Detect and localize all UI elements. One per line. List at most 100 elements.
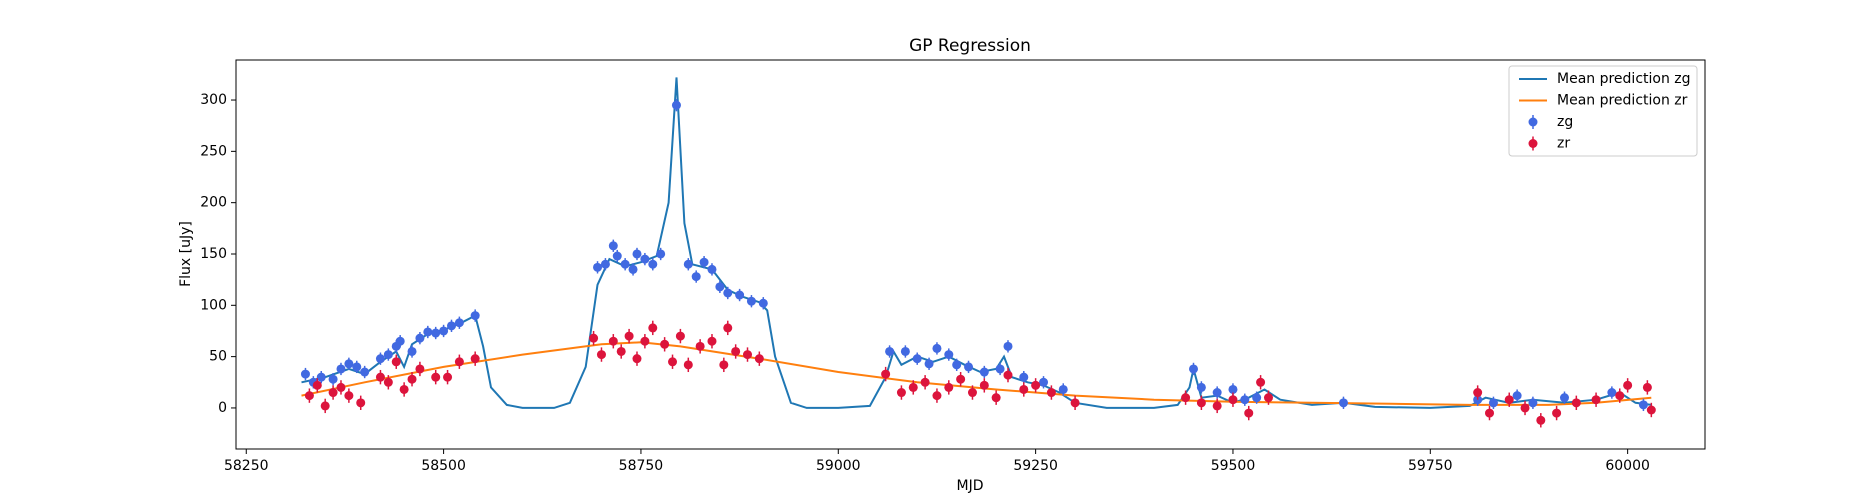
data-point [1181,393,1191,403]
data-point [1252,393,1262,403]
data-point [731,346,741,356]
data-point [1019,372,1029,382]
data-point [964,362,974,372]
data-point [952,360,962,370]
y-tick-label: 100 [200,297,227,313]
data-point [454,318,464,328]
data-point [375,372,385,382]
data-point [443,372,453,382]
data-point [735,290,745,300]
data-point [423,327,433,337]
y-tick-label: 250 [200,143,227,159]
data-point [632,354,642,364]
data-point [431,372,441,382]
data-point [1488,398,1498,408]
data-point [920,377,930,387]
y-tick-label: 300 [200,92,227,108]
data-point [1031,380,1041,390]
data-point [1473,388,1483,398]
data-point [995,364,1005,374]
data-point [660,339,670,349]
data-point [1228,384,1238,394]
data-point [691,272,701,282]
data-point [628,264,638,274]
errorbar-series [300,99,1648,412]
data-point [320,401,330,411]
data-point [1512,391,1522,401]
data-point [885,346,895,356]
data-point [407,346,417,356]
data-point [648,259,658,269]
data-point [624,331,634,341]
data-point [300,369,310,379]
data-point [723,323,733,333]
legend-label: zr [1557,136,1570,152]
data-point [1504,395,1514,405]
data-point [896,388,906,398]
data-point [719,360,729,370]
data-point [616,346,626,356]
data-point [344,391,354,401]
data-point [723,288,733,298]
x-tick-label: 58250 [224,458,269,474]
legend-swatch [1528,117,1538,127]
data-point [1263,393,1273,403]
data-point [908,382,918,392]
data-point [375,354,385,364]
data-point [470,311,480,321]
data-point [431,328,441,338]
data-point [924,359,934,369]
data-point [415,333,425,343]
x-tick-label: 58500 [421,458,466,474]
y-axis-label: Flux [uJy] [178,221,194,287]
data-point [620,259,630,269]
data-point [407,374,417,384]
data-point [956,374,966,384]
data-point [1240,395,1250,405]
data-point [707,264,717,274]
legend-swatch [1528,139,1538,148]
data-point [1070,398,1080,408]
data-point [1520,403,1530,413]
data-point [328,388,338,398]
data-point [1046,388,1056,398]
data-point [944,382,954,392]
data-point [439,326,449,336]
errorbar-series [304,320,1656,428]
legend: Mean prediction zg Mean prediction zr zg zr [1508,65,1698,157]
data-point [754,354,764,364]
data-point [1188,364,1198,374]
data-point [1571,398,1581,408]
data-point [336,364,346,374]
data-point [632,249,642,259]
data-point [600,259,610,269]
plot-area [300,77,1656,428]
data-point [1528,398,1538,408]
data-point [608,241,618,251]
data-point [695,341,705,351]
data-point [1485,408,1495,418]
data-point [1591,395,1601,405]
data-point [391,357,401,367]
data-point [1228,395,1238,405]
data-point [746,296,756,306]
data-point [1559,393,1569,403]
data-point [383,377,393,387]
data-point [589,333,599,343]
data-point [454,357,464,367]
data-point [596,350,606,360]
data-point [316,372,326,382]
legend-label: Mean prediction zr [1557,93,1688,109]
data-point [593,262,603,272]
x-tick-label: 59750 [1408,458,1453,474]
data-point [743,350,753,360]
data-point [656,249,666,259]
data-point [312,380,322,390]
data-point [1058,384,1068,394]
data-layer [300,77,1656,428]
y-tick-label: 0 [218,400,227,416]
data-point [932,343,942,353]
data-point [1615,391,1625,401]
data-point [699,257,709,267]
data-point [640,254,650,264]
